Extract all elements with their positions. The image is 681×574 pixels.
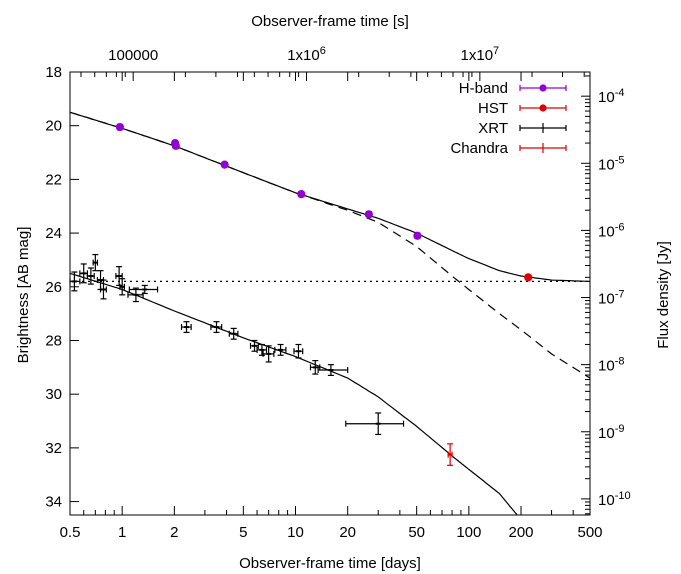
x-tick-label: 5 [239, 524, 247, 541]
legend-label-xrt: XRT [478, 120, 508, 137]
data-points [69, 122, 533, 466]
h-band-marker [171, 141, 180, 150]
h-band-point [171, 141, 180, 150]
y-tick-label: 18 [45, 64, 62, 81]
x2-axis-title: Observer-frame time [s] [251, 13, 409, 30]
x-axis-title: Observer-frame time [days] [239, 555, 421, 572]
y2-tick-label: 10-9 [598, 423, 624, 442]
y2-tick-label: 10-7 [598, 289, 624, 308]
xrt-point [115, 266, 123, 287]
y-tick-label: 24 [45, 225, 62, 242]
xrt-point [119, 278, 126, 296]
legend: H-band HST XRT Chandra [450, 80, 567, 157]
hst-point [524, 273, 533, 282]
x-tick-label: 50 [408, 524, 425, 541]
chandra-point [447, 443, 454, 466]
y2-tick-label: 10-10 [598, 490, 631, 509]
legend-marker-h-band [539, 84, 547, 92]
x-tick-label: 1 [118, 524, 126, 541]
x2-tick-label: 1x106 [287, 45, 326, 64]
h-band-marker [364, 210, 373, 219]
legend-marker-hst [539, 104, 547, 112]
xrt-point [79, 263, 88, 284]
x-tick-label: 500 [577, 524, 602, 541]
x-tick-label: 100 [456, 524, 481, 541]
h-band-point [220, 160, 229, 169]
y2-tick-label: 10-6 [598, 221, 624, 240]
xrt-point [256, 343, 268, 356]
xrt-point [69, 271, 81, 292]
legend-label-chandra: Chandra [450, 140, 508, 157]
x-tick-label: 200 [509, 524, 534, 541]
model-curve-solid-0 [70, 111, 590, 282]
xrt-point [262, 345, 275, 363]
x-tick-label: 0.5 [60, 524, 81, 541]
x-tick-label: 20 [339, 524, 356, 541]
h-band-marker [115, 122, 124, 132]
y2-tick-label: 10-4 [598, 87, 624, 106]
xrt-point [345, 412, 405, 436]
h-band-point [297, 190, 306, 199]
model-curve-solid-3 [70, 272, 518, 515]
h-band-point [413, 231, 422, 240]
h-band-marker [220, 160, 229, 169]
plot-frame [69, 71, 591, 516]
model-curves [70, 111, 590, 515]
x-tick-label: 2 [170, 524, 178, 541]
h-band-point [364, 210, 373, 219]
hst-marker [524, 273, 533, 282]
xrt-point [86, 267, 95, 285]
y2-axis-title: Flux density [Jy] [655, 241, 672, 349]
axis-ticks: 0.5 1 2 5 10 20 50 100 200 500 100000 1x106 1x107 18 2… [45, 45, 630, 541]
legend-label-hst: HST [478, 100, 508, 117]
legend-label-h-band: H-band [459, 80, 508, 97]
y-tick-label: 28 [45, 332, 62, 349]
y-tick-label: 32 [45, 440, 62, 457]
xrt-point [274, 343, 287, 356]
xrt-point [128, 284, 159, 295]
x2-tick-label: 100000 [108, 47, 158, 64]
xrt-point [127, 287, 144, 303]
y-tick-label: 30 [45, 386, 62, 403]
xrt-point [92, 253, 99, 272]
x-tick-label: 10 [287, 524, 304, 541]
model-curve-dashed-1 [70, 111, 590, 379]
xrt-point [249, 339, 259, 352]
y-axis-title: Brightness [AB mag] [15, 227, 32, 364]
h-band-marker [413, 231, 422, 240]
xrt-point [317, 364, 349, 376]
y-tick-label: 26 [45, 279, 62, 296]
xrt-point [228, 327, 239, 340]
y-tick-label: 34 [45, 494, 62, 511]
y2-tick-label: 10-5 [598, 154, 624, 173]
h-band-marker [297, 190, 306, 199]
xrt-point [293, 343, 304, 359]
h-band-point [115, 122, 124, 132]
y2-tick-label: 10-8 [598, 356, 624, 375]
xrt-point [210, 321, 223, 334]
xrt-point [180, 321, 192, 334]
y-tick-label: 22 [45, 171, 62, 188]
x2-tick-label: 1x107 [461, 45, 500, 64]
y-tick-label: 20 [45, 118, 62, 135]
xrt-point [99, 279, 107, 300]
